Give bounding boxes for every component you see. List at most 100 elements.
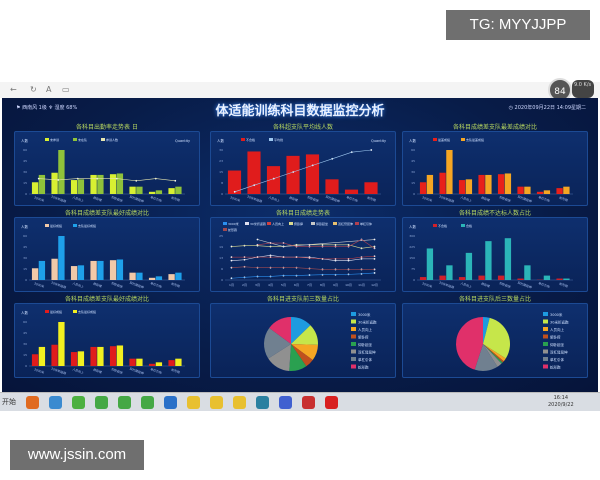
legend-label: 单杠引体	[550, 357, 564, 362]
taskbar-app-icon[interactable]	[72, 396, 85, 409]
bar	[129, 272, 136, 280]
bar	[517, 278, 524, 280]
legend-swatch	[223, 228, 227, 231]
legend-label: 3000米	[358, 312, 371, 317]
x-tick-label: 单杠引体	[150, 280, 163, 289]
x-tick-label: 仰卧起坐	[499, 194, 512, 203]
start-button[interactable]: 开始	[2, 398, 16, 406]
legend-swatch	[351, 319, 356, 324]
x-tick-label: 双杠臂屈伸	[129, 280, 145, 290]
bar	[31, 354, 39, 366]
font-icon[interactable]: A	[46, 85, 52, 94]
x-tick-label: 3000米	[421, 194, 433, 202]
x-tick-label: 单杠引体	[538, 280, 551, 289]
series-line	[257, 239, 375, 247]
taskbar-app-icon[interactable]	[49, 396, 62, 409]
taskbar-app-icon[interactable]	[256, 396, 269, 409]
legend-label: 不合格	[246, 137, 255, 142]
bar	[148, 363, 156, 366]
x-tick-label: 1月	[229, 283, 234, 287]
bar	[325, 179, 339, 194]
y-tick-label: 30	[411, 170, 415, 174]
back-icon[interactable]: ←	[10, 85, 17, 94]
bar	[446, 265, 453, 280]
legend-label: 蛇形跑	[228, 227, 237, 232]
chart-title: 各科目成绩差支队最好成绩对比	[64, 296, 149, 303]
legend-swatch	[461, 138, 465, 141]
bar	[148, 277, 156, 280]
site-watermark: www.jssin.com	[10, 440, 144, 470]
clock-icon: ◷	[508, 105, 513, 111]
series-line	[257, 239, 375, 249]
bar	[136, 358, 143, 366]
legend-label: 双杠臂屈伸	[358, 350, 376, 355]
legend-swatch	[351, 327, 356, 331]
taskbar-app-icon[interactable]	[95, 396, 108, 409]
chart-panel: 各科目日成绩走势表 0 6 13 19 25 1月 2月 3月 4月 5月 6月 7月 8月 9月 10月 11…	[210, 208, 396, 292]
legend-label: 支队最好成绩	[78, 309, 96, 314]
taskbar-app-icon[interactable]	[118, 396, 131, 409]
bar	[136, 186, 143, 194]
taskbar-app-icon[interactable]	[233, 396, 246, 409]
chart-svg: 人数 0 15 30 45 60 3000米 30米折返跑 人员向上 俯卧撑 仰卧起坐 双杠臂屈伸 单杠…	[409, 137, 573, 204]
legend-label: 支队最差成绩	[466, 137, 484, 142]
y-tick-label: 60	[23, 148, 27, 152]
bar	[129, 186, 136, 194]
taskbar-app-icon[interactable]	[187, 396, 200, 409]
x-tick-label: 人员向上	[72, 280, 85, 289]
bar	[286, 155, 300, 194]
taskbar-app-icon[interactable]	[210, 396, 223, 409]
x-tick-label: 9月	[333, 283, 338, 287]
taskbar-clock[interactable]: 16:14 2020/9/22	[548, 395, 574, 409]
pie-slice	[483, 317, 490, 344]
taskbar-app-icon[interactable]	[141, 396, 154, 409]
legend-label: 仰卧起坐	[316, 221, 328, 226]
bar	[116, 259, 124, 280]
line-point	[373, 238, 376, 241]
x-tick-label: 双杠臂屈伸	[129, 194, 145, 204]
bar	[77, 179, 85, 194]
bar	[524, 186, 531, 194]
y-tick-label: 45	[23, 245, 27, 249]
taskbar-app-icon[interactable]	[164, 396, 177, 409]
legend-swatch	[267, 222, 271, 225]
taskbar-app-icon[interactable]	[325, 396, 338, 409]
bar	[97, 174, 104, 194]
taskbar-app-icon[interactable]	[26, 396, 39, 409]
y-tick-label: 30	[23, 256, 27, 260]
chart-panel: 各科超支队平均线人数 人数 Quantity 0 8 15 23 30 3000米 30米折返跑人…	[210, 122, 396, 206]
y-tick-label: 19	[219, 245, 223, 249]
humidity-text: 湿度 68%	[54, 105, 78, 111]
x-tick-label: 5月	[281, 283, 286, 287]
bar	[497, 275, 505, 280]
y-tick-label: 6	[221, 267, 223, 271]
bar	[485, 174, 492, 194]
chart-panel: 各科目进支队前三数量占比 3000米 30米折返跑 人员向上 俯卧撑 仰卧起坐 双杠臂屈伸单…	[210, 294, 396, 378]
y-axis-label: 人数	[21, 310, 28, 315]
x-tick-label: 3000米	[33, 280, 45, 288]
chart-svg: 人数 0 15 30 45 60 3000米 30米折返跑 人员向上 俯卧撑 仰卧起坐 双杠臂屈伸 单杠…	[21, 223, 185, 290]
y-tick-label: 60	[411, 148, 415, 152]
tab-icon[interactable]: ▭	[62, 85, 70, 94]
bar	[344, 189, 359, 194]
bar	[419, 277, 427, 280]
bar	[116, 173, 124, 194]
x-tick-label: 双杠臂屈伸	[517, 280, 533, 290]
pie-slice	[456, 317, 483, 370]
bar	[70, 180, 78, 194]
chart-box: 0 6 13 19 25 1月 2月 3月 4月 5月 6月 7月 8月 9月 10月 11月 12月 3000米…	[210, 217, 396, 292]
x-tick-label: 11月	[358, 283, 365, 287]
legend-label: 最好成绩	[50, 309, 62, 314]
legend-swatch	[351, 312, 356, 316]
taskbar-app-icon[interactable]	[302, 396, 315, 409]
refresh-icon[interactable]: ↻	[30, 85, 37, 94]
y-tick-label: 0	[221, 192, 223, 196]
bar	[58, 150, 65, 194]
legend-label: 未参训	[50, 137, 59, 142]
legend-swatch	[351, 349, 356, 354]
chart-svg: 0 6 13 19 25 1月 2月 3月 4月 5月 6月 7月 8月 9月 10月 11月 12月 3000米…	[219, 221, 381, 287]
x-tick-label: 6月	[294, 283, 299, 287]
x-tick-label: 仰卧起坐	[111, 366, 124, 375]
taskbar-app-icon[interactable]	[279, 396, 292, 409]
bar	[305, 154, 320, 194]
